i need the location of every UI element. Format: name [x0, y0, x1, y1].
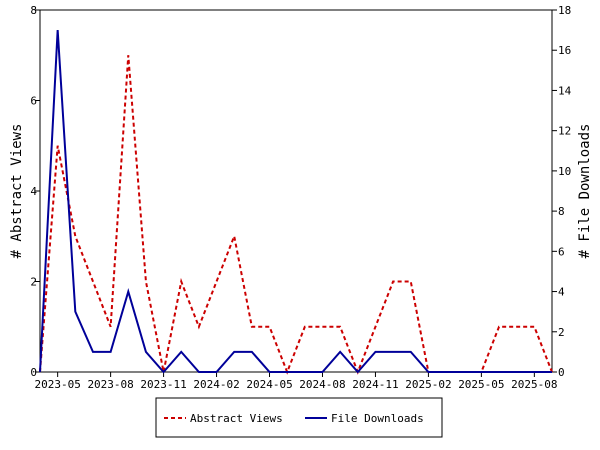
left-y-tick-label: 8 — [30, 4, 37, 17]
x-tick-label: 2025-02 — [405, 378, 451, 391]
right-y-tick-label: 8 — [558, 205, 565, 218]
x-axis: 2023-05 2023-08 2023-11 2024-02 2024-05 2024-… — [34, 372, 558, 391]
right-axis-title: # File Downloads — [577, 124, 593, 259]
right-y-tick-label: 18 — [558, 4, 571, 17]
right-y-tick-label: 16 — [558, 44, 571, 57]
left-y-tick-label: 2 — [30, 276, 37, 289]
right-y-tick-label: 14 — [558, 84, 572, 97]
x-tick-label: 2025-05 — [458, 378, 504, 391]
left-y-tick-label: 6 — [30, 95, 37, 108]
left-axis-title: # Abstract Views — [9, 124, 25, 259]
legend: Abstract Views File Downloads — [155, 397, 443, 438]
left-y-tick-label: 4 — [30, 185, 37, 198]
legend-label-file-downloads: File Downloads — [331, 412, 424, 425]
x-tick-label: 2025-08 — [511, 378, 557, 391]
left-y-tick-label: 0 — [30, 366, 37, 379]
right-y-tick-label: 6 — [558, 245, 565, 258]
right-y-axis: 0 2 4 6 8 10 12 14 16 18 — [552, 4, 572, 379]
series-layer — [39, 30, 553, 375]
x-tick-label: 2023-05 — [34, 378, 80, 391]
plot-area — [39, 9, 553, 373]
x-tick-label: 2024-11 — [352, 378, 398, 391]
x-tick-label: 2024-08 — [299, 378, 345, 391]
x-tick-label: 2023-11 — [140, 378, 186, 391]
legend-box — [155, 397, 443, 438]
legend-label-abstract-views: Abstract Views — [190, 412, 283, 425]
right-y-tick-label: 2 — [558, 326, 565, 339]
right-y-tick-label: 4 — [558, 286, 565, 299]
left-y-axis: 0 2 4 6 8 — [30, 4, 40, 379]
series-line-file-downloads — [39, 30, 552, 374]
x-tick-label: 2023-08 — [87, 378, 133, 391]
right-y-tick-label: 12 — [558, 125, 571, 138]
right-y-tick-label: 0 — [558, 366, 565, 379]
x-tick-label: 2024-05 — [246, 378, 292, 391]
right-y-tick-label: 10 — [558, 165, 571, 178]
x-tick-label: 2024-02 — [193, 378, 239, 391]
